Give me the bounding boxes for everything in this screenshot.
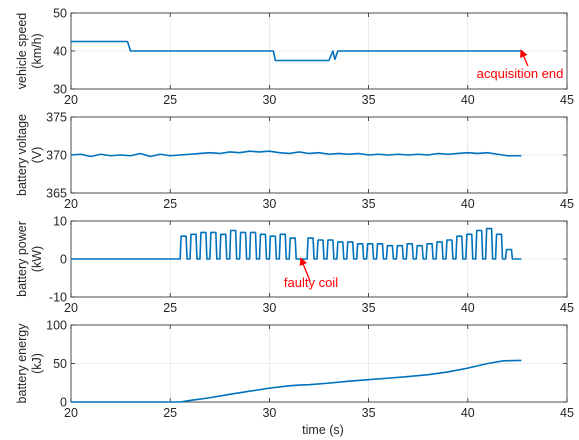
y-tick-label: 365 bbox=[46, 187, 67, 201]
x-tick-label: 30 bbox=[262, 93, 276, 107]
annotation-label: acquisition end bbox=[477, 66, 564, 81]
x-tick-label: 35 bbox=[362, 93, 376, 107]
y-tick-label: 370 bbox=[46, 149, 67, 163]
y-tick-label: 10 bbox=[53, 215, 67, 229]
series-line bbox=[71, 227, 522, 260]
x-tick-label: 20 bbox=[64, 93, 78, 107]
y-axis-label-line: (V) bbox=[30, 147, 44, 164]
y-tick-label: 375 bbox=[46, 111, 67, 125]
y-axis-label-line: (km/h) bbox=[30, 33, 44, 68]
x-tick-label: 40 bbox=[461, 197, 475, 211]
x-tick-label: 35 bbox=[362, 406, 376, 420]
panel-speed: 20 25 30 35 40 45 30 40 50 vehicle speed(km/h) acq… bbox=[15, 7, 574, 108]
x-tick-label: 45 bbox=[560, 93, 574, 107]
annotation-arrow bbox=[520, 49, 529, 67]
y-tick-label: 100 bbox=[46, 319, 67, 333]
y-tick-label: 40 bbox=[53, 45, 67, 59]
y-axis-label: vehicle speed(km/h) bbox=[15, 13, 44, 89]
y-axis-label-line: vehicle speed bbox=[15, 13, 29, 89]
x-tick-label: 20 bbox=[64, 301, 78, 315]
y-tick-label: 0 bbox=[60, 396, 67, 410]
x-tick-label: 45 bbox=[560, 301, 574, 315]
y-tick-label: 50 bbox=[53, 7, 67, 21]
y-axis-label: battery voltage(V) bbox=[15, 114, 44, 196]
annotation-arrow bbox=[299, 257, 311, 282]
x-tick-label: 45 bbox=[560, 197, 574, 211]
x-tick-label: 25 bbox=[163, 93, 177, 107]
x-tick-label: 30 bbox=[262, 301, 276, 315]
y-tick-label: 0 bbox=[60, 253, 67, 267]
annotation-label: faulty coil bbox=[284, 275, 338, 290]
y-axis-label-line: battery energy bbox=[15, 323, 29, 404]
panel-power: 20 25 30 35 40 45 -10 0 10 battery power(kW) fault… bbox=[15, 215, 574, 316]
y-tick-label: 50 bbox=[53, 357, 67, 371]
x-tick-label: 35 bbox=[362, 197, 376, 211]
x-tick-label: 40 bbox=[461, 93, 475, 107]
y-tick-label: -10 bbox=[49, 291, 67, 305]
x-tick-label: 40 bbox=[461, 301, 475, 315]
x-tick-label: 30 bbox=[262, 406, 276, 420]
x-tick-label: 30 bbox=[262, 197, 276, 211]
x-tick-label: 35 bbox=[362, 301, 376, 315]
y-tick-label: 30 bbox=[53, 83, 67, 97]
y-axis-label-line: (kJ) bbox=[30, 353, 44, 374]
y-axis-label-line: battery power bbox=[15, 221, 29, 297]
y-axis-label-line: (kW) bbox=[30, 246, 44, 272]
series-line bbox=[71, 359, 522, 403]
series-line bbox=[71, 40, 522, 62]
x-tick-label: 25 bbox=[163, 197, 177, 211]
y-axis-label-line: battery voltage bbox=[15, 114, 29, 196]
x-tick-label: 25 bbox=[163, 406, 177, 420]
x-tick-label: 25 bbox=[163, 301, 177, 315]
x-axis-label: time (s) bbox=[302, 423, 344, 437]
x-tick-label: 20 bbox=[64, 406, 78, 420]
y-axis-label: battery power(kW) bbox=[15, 221, 44, 297]
y-axis-label: battery energy(kJ) bbox=[15, 323, 44, 404]
series-line bbox=[70, 150, 522, 158]
x-tick-label: 45 bbox=[560, 406, 574, 420]
x-tick-label: 20 bbox=[64, 197, 78, 211]
x-tick-label: 40 bbox=[461, 406, 475, 420]
